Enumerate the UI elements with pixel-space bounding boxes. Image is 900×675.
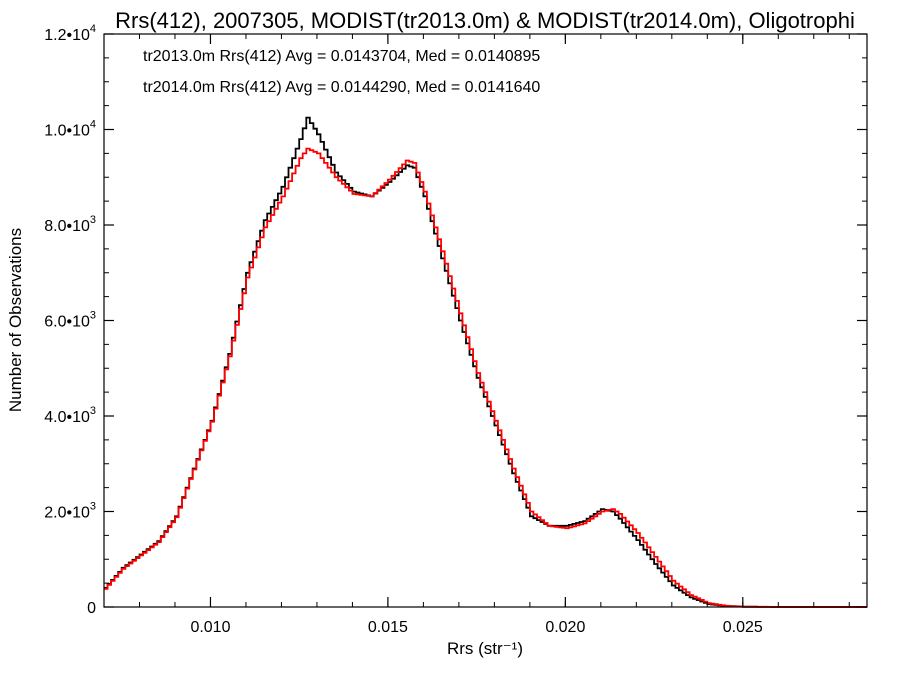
x-tick-label: 0.015 <box>368 619 408 636</box>
chart-title: Rrs(412), 2007305, MODIST(tr2013.0m) & M… <box>115 8 855 33</box>
x-axis: 0.010 0.015 0.020 0.025 <box>103 34 850 636</box>
y-tick-label: 1.0•104 <box>44 119 96 140</box>
y-tick-label: 2.0•103 <box>44 501 96 522</box>
plot-frame <box>103 33 868 608</box>
series-line-1 <box>104 147 867 608</box>
legend-entry-tr2013: tr2013.0m Rrs(412) Avg = 0.0143704, Med … <box>143 48 540 65</box>
series-line-0 <box>104 116 867 608</box>
y-tick-label: 6.0•103 <box>44 310 96 331</box>
legend: tr2013.0m Rrs(412) Avg = 0.0143704, Med … <box>143 48 540 96</box>
y-tick-label: 0 <box>87 600 96 617</box>
x-tick-label: 0.010 <box>190 619 230 636</box>
x-tick-label: 0.020 <box>545 619 585 636</box>
y-tick-label: 1.2•104 <box>44 23 96 44</box>
x-tick-label: 0.025 <box>723 619 763 636</box>
y-axis: 0 2.0•103 4.0•103 6.0•103 8.0•103 1.0•104 1.2•… <box>44 23 867 617</box>
y-axis-label: Number of Observations <box>6 228 25 412</box>
y-tick-label: 4.0•103 <box>44 405 96 426</box>
y-tick-label: 8.0•103 <box>44 214 96 235</box>
x-axis-label: Rrs (str⁻¹) <box>447 639 523 658</box>
legend-entry-tr2014: tr2014.0m Rrs(412) Avg = 0.0144290, Med … <box>143 79 540 96</box>
series-layer <box>104 116 867 608</box>
